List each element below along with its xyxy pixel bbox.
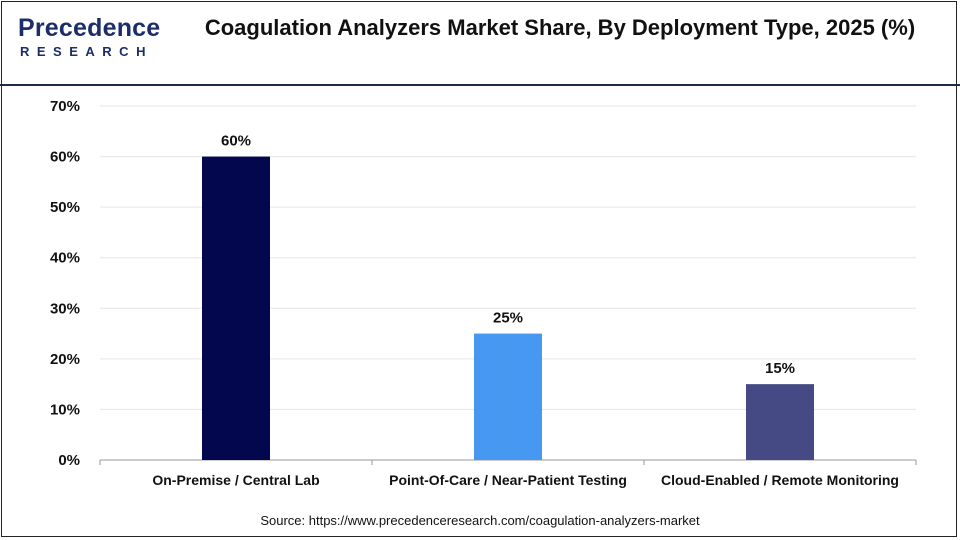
- precedence-research-logo: Precedence RESEARCH: [18, 14, 168, 64]
- x-tick-label: On-Premise / Central Lab: [152, 472, 319, 488]
- y-tick-label: 70%: [50, 98, 80, 115]
- source-note: Source: https://www.precedenceresearch.c…: [260, 513, 700, 528]
- x-tick-label: Cloud-Enabled / Remote Monitoring: [661, 472, 899, 488]
- y-tick-label: 10%: [50, 401, 80, 418]
- chart-title: Coagulation Analyzers Market Share, By D…: [204, 15, 916, 40]
- bar: [474, 333, 542, 460]
- logo-main-text: Precedence: [18, 14, 161, 42]
- logo-sub-text: RESEARCH: [20, 44, 153, 59]
- data-label: 15%: [765, 360, 795, 377]
- y-tick-label: 20%: [50, 351, 80, 368]
- header: Precedence RESEARCH Coagulation Analyzer…: [0, 0, 960, 86]
- bar: [202, 156, 270, 461]
- y-tick-label: 40%: [50, 250, 80, 267]
- y-tick-label: 50%: [50, 199, 80, 216]
- data-label: 60%: [221, 133, 251, 150]
- x-tick-label: Point-Of-Care / Near-Patient Testing: [389, 472, 627, 488]
- y-tick-label: 30%: [50, 300, 80, 317]
- bar: [746, 384, 814, 460]
- y-tick-label: 0%: [58, 452, 80, 469]
- y-tick-label: 60%: [50, 149, 80, 166]
- data-label: 25%: [493, 310, 523, 327]
